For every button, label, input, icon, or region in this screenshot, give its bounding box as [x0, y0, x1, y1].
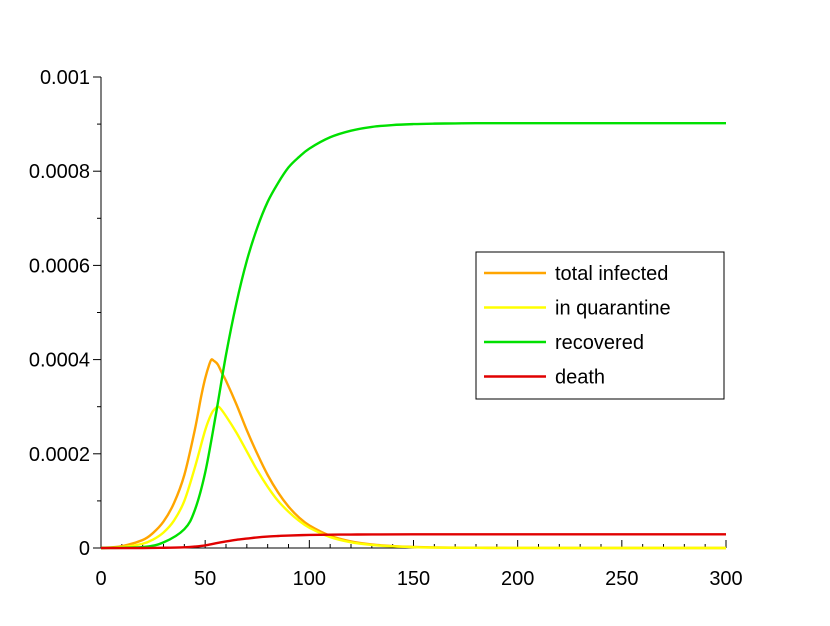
x-tick-label: 250 [605, 568, 638, 590]
y-tick-label: 0.0002 [29, 444, 90, 466]
legend: total infected in quarantine recovered deat… [475, 251, 725, 400]
y-tick-label: 0.0006 [29, 255, 90, 277]
legend-box [475, 251, 725, 400]
x-tick-label: 50 [194, 568, 216, 590]
y-tick-label: 0 [79, 538, 90, 560]
legend-label: in quarantine [555, 298, 671, 320]
y-tick-label: 0.001 [40, 67, 90, 89]
series-lines [100, 121, 727, 550]
legend-label: recovered [555, 332, 644, 354]
y-tick-label: 0.0004 [29, 350, 90, 372]
x-tick-label: 100 [293, 568, 326, 590]
series-line-in-quarantine [100, 405, 727, 550]
series-line-death [100, 533, 726, 550]
x-tick-label: 300 [709, 568, 742, 590]
y-tick-label: 0.0008 [29, 161, 90, 183]
x-tick-label: 150 [397, 568, 430, 590]
x-tick-label: 200 [501, 568, 534, 590]
legend-label: total infected [555, 263, 668, 285]
axis-tick-labels: 0 50 100 150 200 250 300 0 0.0002 0.0004 0.0006 0.0… [29, 67, 743, 590]
x-tick-label: 0 [95, 568, 106, 590]
legend-label: death [555, 367, 605, 389]
series-line-recovered [100, 121, 726, 550]
